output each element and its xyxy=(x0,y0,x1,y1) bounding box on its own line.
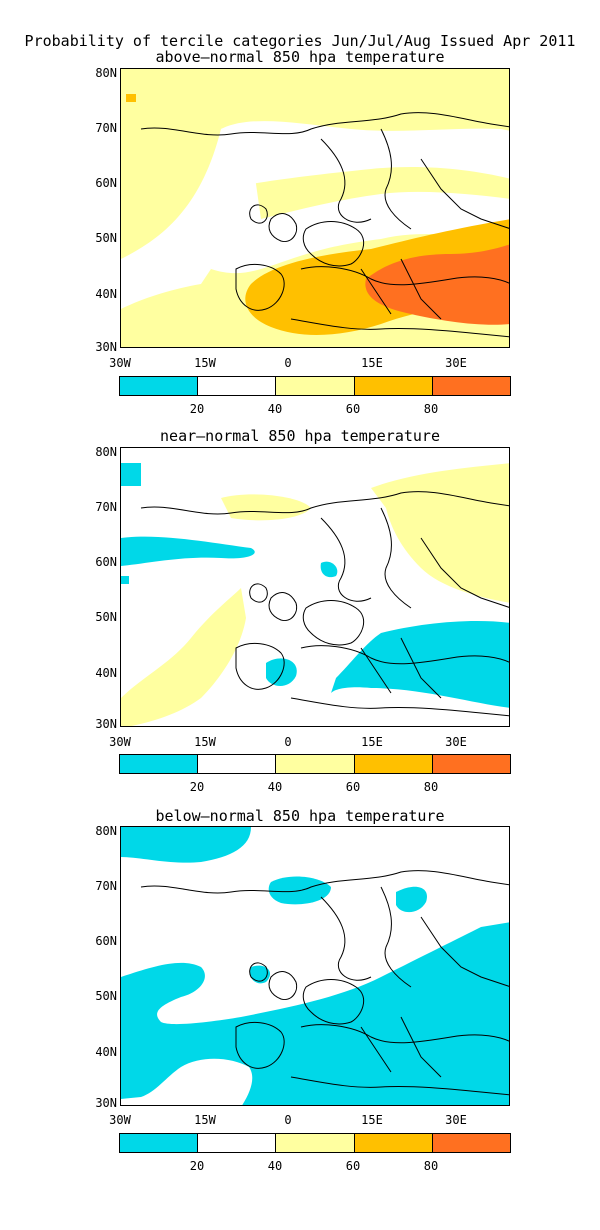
colorbar-label: 40 xyxy=(267,780,283,794)
panel-2-subtitle: near–normal 850 hpa temperature xyxy=(160,427,440,445)
colorbar-segment xyxy=(198,755,277,773)
colorbar-label: 20 xyxy=(189,402,205,416)
panel-1-subtitle: above–normal 850 hpa temperature xyxy=(155,48,445,66)
lat-label: 40N xyxy=(95,1045,117,1059)
lon-label: 0 xyxy=(284,735,292,749)
colorbar-segment xyxy=(120,1134,199,1152)
colorbar xyxy=(119,1133,511,1153)
colorbar-segment xyxy=(354,1134,433,1152)
lat-label: 60N xyxy=(95,555,117,569)
lat-label: 80N xyxy=(95,824,117,838)
colorbar-segment xyxy=(120,377,199,395)
lat-label: 70N xyxy=(95,121,117,135)
colorbar-segment xyxy=(198,377,277,395)
lon-label: 30E xyxy=(445,1113,467,1127)
colorbar-segment xyxy=(276,755,355,773)
lon-label: 15E xyxy=(361,735,383,749)
lat-label: 40N xyxy=(95,666,117,680)
lat-label: 70N xyxy=(95,879,117,893)
colorbar-label: 80 xyxy=(423,780,439,794)
lat-label: 50N xyxy=(95,989,117,1003)
near-yellow-region xyxy=(221,494,311,521)
colorbar-segment xyxy=(276,377,355,395)
lat-label: 30N xyxy=(95,340,117,354)
panel-3-map xyxy=(120,826,510,1106)
near-cyan-region xyxy=(121,463,141,486)
lon-label: 0 xyxy=(284,356,292,370)
lat-label: 50N xyxy=(95,610,117,624)
lon-label: 30E xyxy=(445,356,467,370)
lat-label: 30N xyxy=(95,1096,117,1110)
lat-label: 80N xyxy=(95,445,117,459)
panel-3-subtitle: below–normal 850 hpa temperature xyxy=(155,807,445,825)
lat-label: 60N xyxy=(95,934,117,948)
colorbar-label: 40 xyxy=(267,1159,283,1173)
lon-label: 15W xyxy=(194,1113,216,1127)
colorbar-segment xyxy=(120,755,199,773)
panel-1-map xyxy=(120,68,510,348)
lon-label: 30W xyxy=(109,735,131,749)
colorbar xyxy=(119,376,511,396)
lat-label: 70N xyxy=(95,500,117,514)
colorbar-segment xyxy=(198,1134,277,1152)
colorbar-segment xyxy=(354,377,433,395)
lat-label: 40N xyxy=(95,287,117,301)
below-cyan-region xyxy=(121,827,251,863)
colorbar xyxy=(119,754,511,774)
lon-label: 15W xyxy=(194,356,216,370)
colorbar-label: 20 xyxy=(189,780,205,794)
lon-label: 30W xyxy=(109,1113,131,1127)
colorbar-segment xyxy=(276,1134,355,1152)
lon-label: 15E xyxy=(361,1113,383,1127)
colorbar-label: 60 xyxy=(345,780,361,794)
colorbar-label: 80 xyxy=(423,1159,439,1173)
panel-2-map xyxy=(120,447,510,727)
colorbar-label: 20 xyxy=(189,1159,205,1173)
colorbar-segment xyxy=(432,755,511,773)
lon-label: 15E xyxy=(361,356,383,370)
lat-label: 50N xyxy=(95,231,117,245)
colorbar-label: 40 xyxy=(267,402,283,416)
colorbar-label: 80 xyxy=(423,402,439,416)
colorbar-segment xyxy=(354,755,433,773)
colorbar-label: 60 xyxy=(345,1159,361,1173)
above-80-plus-region xyxy=(365,244,509,325)
lat-label: 80N xyxy=(95,66,117,80)
lon-label: 30E xyxy=(445,735,467,749)
colorbar-label: 60 xyxy=(345,402,361,416)
lon-label: 30W xyxy=(109,356,131,370)
lon-label: 15W xyxy=(194,735,216,749)
figure-title: Probability of tercile categories Jun/Ju… xyxy=(24,32,576,50)
lat-label: 60N xyxy=(95,176,117,190)
lat-label: 30N xyxy=(95,717,117,731)
colorbar-segment xyxy=(432,1134,511,1152)
colorbar-segment xyxy=(432,377,511,395)
lon-label: 0 xyxy=(284,1113,292,1127)
